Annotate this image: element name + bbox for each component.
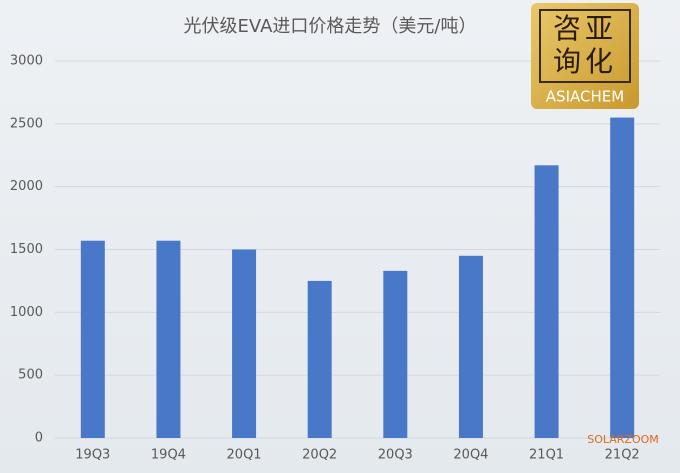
y-tick-label: 1000 bbox=[10, 305, 43, 320]
bar bbox=[156, 240, 181, 438]
x-tick-label: 20Q2 bbox=[302, 448, 337, 463]
logo-frame bbox=[539, 9, 631, 83]
x-tick-label: 20Q4 bbox=[453, 448, 488, 463]
bar bbox=[534, 165, 559, 438]
bar bbox=[458, 255, 483, 438]
bar bbox=[383, 270, 408, 438]
chart-title: 光伏级EVA进口价格走势（美元/吨） bbox=[184, 16, 477, 37]
x-tick-label: 21Q1 bbox=[529, 448, 564, 463]
watermark: SOLARZOOM bbox=[587, 433, 659, 446]
x-tick-label: 20Q3 bbox=[378, 448, 413, 463]
x-tick-label: 20Q1 bbox=[227, 448, 262, 463]
bar bbox=[307, 280, 332, 438]
x-tick-label: 21Q2 bbox=[605, 448, 640, 463]
y-tick-label: 1500 bbox=[10, 242, 43, 257]
y-tick-label: 3000 bbox=[10, 54, 43, 69]
y-tick-label: 2000 bbox=[10, 179, 43, 194]
y-tick-label: 500 bbox=[18, 368, 43, 383]
y-tick-label: 2500 bbox=[10, 116, 43, 131]
bar bbox=[80, 240, 105, 438]
bar bbox=[232, 249, 257, 438]
logo: 咨亚 询化 ASIACHEM bbox=[531, 3, 639, 109]
logo-line: 咨亚 bbox=[553, 12, 617, 45]
y-tick-label: 0 bbox=[35, 431, 43, 446]
x-tick-label: 19Q3 bbox=[75, 448, 110, 463]
logo-line: 询化 bbox=[553, 45, 617, 78]
logo-name: ASIACHEM bbox=[546, 88, 624, 106]
x-tick-label: 19Q4 bbox=[151, 448, 186, 463]
bar bbox=[610, 117, 635, 439]
